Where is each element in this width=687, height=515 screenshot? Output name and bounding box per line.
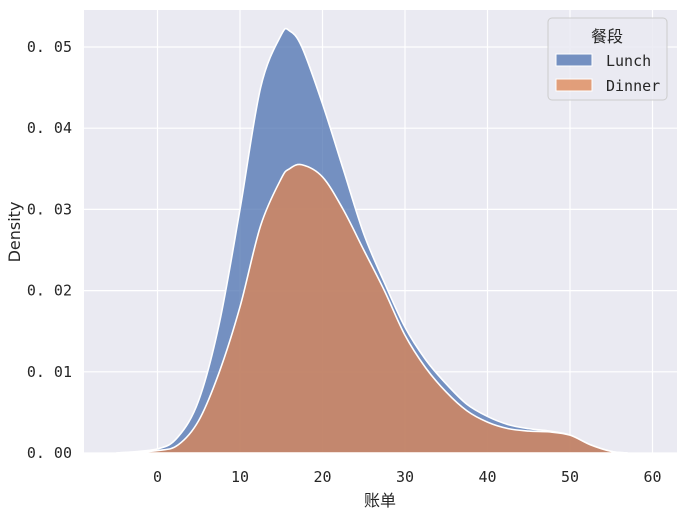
legend: 餐段 Lunch Dinner [547,17,668,101]
x-axis-ticks: 0 10 20 30 40 50 60 [153,468,662,486]
x-tick-label: 50 [561,468,579,486]
x-tick-label: 0 [153,468,162,486]
x-tick-label: 60 [643,468,661,486]
y-axis-ticks: 0. 00 0. 01 0. 02 0. 03 0. 04 0. 05 [27,38,72,462]
y-tick-label: 0. 05 [27,38,72,56]
x-tick-label: 40 [478,468,496,486]
y-tick-label: 0. 03 [27,200,72,218]
x-tick-label: 20 [313,468,331,486]
legend-title: 餐段 [591,27,623,46]
y-axis-label: Density [5,202,24,263]
legend-swatch-lunch [555,53,593,67]
x-tick-label: 30 [396,468,414,486]
legend-label-dinner: Dinner [606,77,660,95]
legend-label-lunch: Lunch [606,52,651,70]
y-tick-label: 0. 04 [27,119,72,137]
x-tick-label: 10 [231,468,249,486]
y-tick-label: 0. 01 [27,363,72,381]
y-tick-label: 0. 00 [27,444,72,462]
legend-swatch-dinner [555,78,593,92]
dinner-area [116,163,628,454]
y-tick-label: 0. 02 [27,282,72,300]
x-axis-label: 账单 [364,491,396,510]
density-areas [116,27,628,454]
